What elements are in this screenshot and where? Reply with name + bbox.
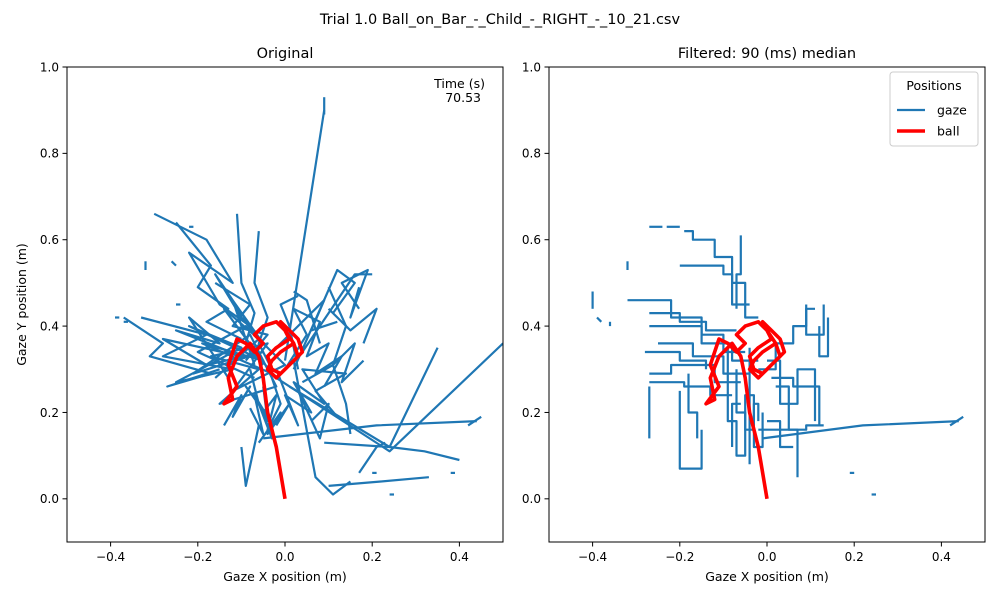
y-tick-label: 0.2 [40,406,59,420]
gaze-series-segment [275,342,503,453]
gaze-series-segment [327,307,378,344]
gaze-series-segment [297,390,330,440]
gaze-series-segment [175,221,242,340]
gaze-series-segment [253,231,273,370]
y-tick-label: 0.2 [522,406,541,420]
y-tick-label: 0.4 [40,319,59,333]
gaze-series-segment [301,363,352,435]
x-tick-label: 0.0 [275,550,294,564]
gaze-series-segment [735,235,742,309]
y-tick-label: 1.0 [40,60,59,74]
gaze-series-segment [328,476,429,487]
gaze-series-segment [771,376,821,426]
axes-title: Filtered: 90 (ms) median [678,46,856,62]
gaze-series-segment [687,373,699,439]
gaze-series-segment [257,402,291,444]
x-tick-label: −0.2 [183,550,212,564]
legend-frame [889,71,979,147]
y-tick-label: 0.4 [522,319,541,333]
gaze-series-segment [467,415,482,427]
x-tick-label: −0.4 [96,550,125,564]
ball-series-segment [222,319,305,500]
ball-series-segment [704,319,787,500]
x-tick-label: 0.2 [363,550,382,564]
gaze-series-segment [275,368,348,427]
gaze-series-segment [358,441,386,474]
gaze-series-segment [767,359,817,422]
gaze-series-segment [684,230,759,319]
y-tick-label: 0.8 [40,147,59,161]
gaze-series-segment [324,441,460,462]
gaze-series-segment [805,304,825,336]
gaze-series-segment [123,316,220,388]
x-tick-label: 0.4 [932,550,951,564]
time-annotation-value: 70.53 [445,90,481,105]
gaze-series-segment [644,350,708,370]
y-tick-label: 0.0 [40,492,59,506]
x-tick-label: 0.0 [757,550,776,564]
gaze-series-segment [762,420,959,440]
gaze-series-segment [327,286,365,384]
legend-ball-label: ball [937,124,960,139]
x-tick-label: −0.4 [578,550,607,564]
gaze-series-segment [818,317,830,358]
figure-suptitle: Trial 1.0 Ball_on_Bar_-_Child_-_RIGHT_-_… [319,12,681,28]
y-tick-label: 1.0 [522,60,541,74]
gaze-series-segment [596,316,603,323]
gaze-series-segment [271,299,338,353]
y-tick-label: 0.8 [522,147,541,161]
gaze-series-segment [758,424,824,431]
legend: Positions gaze ball [889,71,979,147]
gaze-series-segment [678,390,703,470]
gaze-series-segment [293,290,321,344]
axes-filtered: −0.4 −0.2 0.0 0.2 0.4 0.0 0.2 0.4 0.6 0.8 1.0 Filte… [522,46,986,584]
gaze-series-segment [679,264,750,306]
y-tick-label: 0.0 [522,492,541,506]
plot-area [591,225,964,500]
x-tick-label: 0.2 [845,550,864,564]
gaze-series-segment [170,260,177,267]
axes-title: Original [257,46,314,62]
gaze-series-segment [214,281,269,362]
legend-title: Positions [906,78,961,93]
gaze-series-segment [775,385,799,478]
x-tick-label: −0.2 [665,550,694,564]
legend-gaze-label: gaze [937,103,967,118]
time-annotation-label: Time (s) [433,76,485,91]
gaze-series-segment [283,110,326,361]
gaze-series-segment [223,385,252,426]
gaze-series-segment [649,312,737,332]
y-tick-label: 0.6 [40,233,59,247]
axes-original: −0.4 −0.2 0.0 0.2 0.4 0.0 0.2 0.4 0.6 0.8 1.0 Origi… [14,46,504,584]
gaze-series-segment [730,402,741,447]
y-tick-label: 0.6 [522,233,541,247]
gaze-series-segment [767,420,794,449]
gaze-series-segment [301,273,373,353]
x-axis-label: Gaze X position (m) [223,569,347,584]
axes-frame [66,66,504,543]
gaze-series-segment [949,415,964,427]
gaze-series-segment [263,420,477,440]
plot-area [115,97,503,500]
gaze-series-segment [288,347,439,449]
gaze-series-segment [240,425,260,487]
x-tick-label: 0.4 [450,550,469,564]
gaze-series-segment [292,360,352,496]
y-axis-label: Gaze Y position (m) [14,243,29,366]
x-axis-label: Gaze X position (m) [705,569,829,584]
